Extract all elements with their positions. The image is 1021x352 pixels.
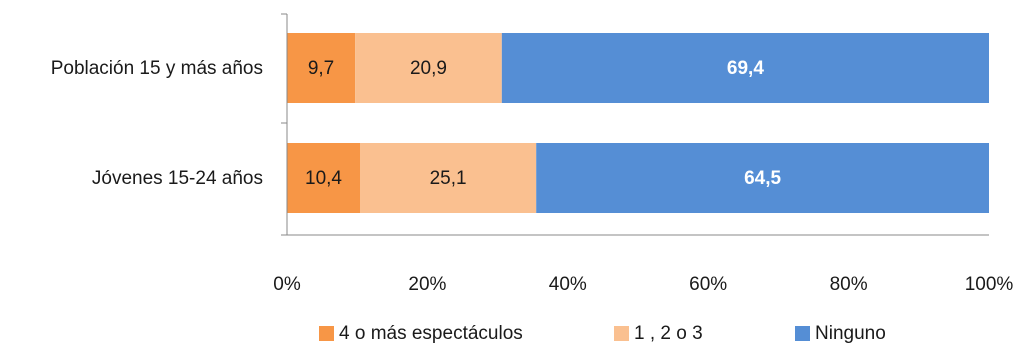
legend: 4 o más espectáculos 1 , 2 o 3 Ninguno bbox=[319, 323, 886, 344]
bar-segment bbox=[355, 33, 502, 103]
data-label: 64,5 bbox=[744, 168, 781, 189]
legend-label: Ninguno bbox=[815, 323, 886, 344]
category-label: Jóvenes 15-24 años bbox=[92, 168, 263, 189]
data-label: 69,4 bbox=[727, 58, 764, 79]
axes: Población 15 y más años Jóvenes 15-24 año… bbox=[51, 13, 1014, 295]
x-tick-label: 40% bbox=[549, 274, 587, 295]
legend-swatch bbox=[319, 326, 334, 341]
bar-segment bbox=[287, 33, 356, 103]
legend-swatch bbox=[795, 326, 810, 341]
bar-segment bbox=[536, 143, 989, 213]
data-label: 10,4 bbox=[305, 168, 342, 189]
legend-label: 4 o más espectáculos bbox=[339, 323, 523, 344]
category-label: Población 15 y más años bbox=[51, 58, 263, 79]
x-tick-label: 80% bbox=[830, 274, 868, 295]
data-label: 9,7 bbox=[308, 58, 334, 79]
legend-swatch bbox=[614, 326, 629, 341]
x-tick-label: 20% bbox=[408, 274, 446, 295]
data-label: 25,1 bbox=[430, 168, 467, 189]
bar-segment bbox=[501, 33, 989, 103]
plot-area: 9,7 20,9 69,4 10,4 25,1 64,5 bbox=[287, 33, 989, 213]
bar-segment bbox=[287, 143, 361, 213]
x-tick-label: 0% bbox=[273, 274, 301, 295]
x-tick-label: 100% bbox=[965, 274, 1014, 295]
x-tick-label: 60% bbox=[689, 274, 727, 295]
legend-label: 1 , 2 o 3 bbox=[634, 323, 703, 344]
bar-segment bbox=[360, 143, 537, 213]
data-label: 20,9 bbox=[410, 58, 447, 79]
